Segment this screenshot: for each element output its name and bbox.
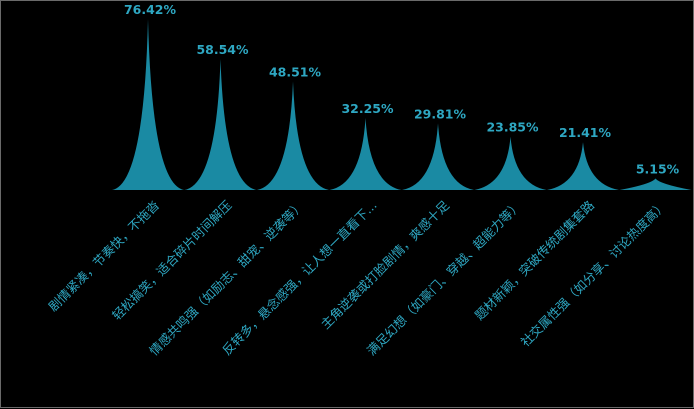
data-label: 58.54% bbox=[196, 42, 249, 57]
bar-spike bbox=[329, 117, 402, 190]
value-label-group: 76.42% 58.54% 48.51% 32.25% 29.81% 23.85% 21.4… bbox=[124, 2, 680, 176]
category-label: 主角逆袭或打脸剧情，爽感十足 bbox=[318, 197, 453, 332]
data-label: 32.25% bbox=[341, 101, 394, 116]
category-label: 情感共鸣强（如励志、甜宠、逆袭等） bbox=[146, 198, 307, 359]
bar-spike bbox=[112, 19, 184, 190]
data-label: 48.51% bbox=[269, 64, 322, 79]
bar-group bbox=[112, 19, 692, 190]
data-label: 5.15% bbox=[636, 161, 680, 176]
data-label: 29.81% bbox=[414, 106, 467, 121]
bar-spike bbox=[619, 178, 692, 190]
bar-spike bbox=[402, 123, 474, 190]
category-label-group: 剧情紧凑，节奏快，不拖沓轻松搞笑，适合碎片时间解压情感共鸣强（如励志、甜宠、逆袭… bbox=[45, 197, 669, 358]
bar-spike bbox=[547, 142, 619, 190]
bar-spike bbox=[474, 136, 547, 190]
data-label: 21.41% bbox=[559, 125, 612, 140]
category-label: 轻松搞笑，适合碎片时间解压 bbox=[109, 198, 235, 324]
category-label: 社交属性强（如分享、讨论热度高） bbox=[518, 198, 670, 350]
data-label: 76.42% bbox=[124, 2, 177, 17]
category-label: 满足幻想（如豪门、穿越、超能力等） bbox=[364, 198, 525, 359]
data-label: 23.85% bbox=[486, 120, 539, 135]
category-label: 题材新颖，突破传统剧集套路 bbox=[472, 197, 598, 323]
category-label: 反转多，悬念感强，让人想一直看下... bbox=[219, 198, 379, 358]
bar-spike bbox=[257, 81, 329, 190]
bar-spike bbox=[184, 59, 257, 190]
